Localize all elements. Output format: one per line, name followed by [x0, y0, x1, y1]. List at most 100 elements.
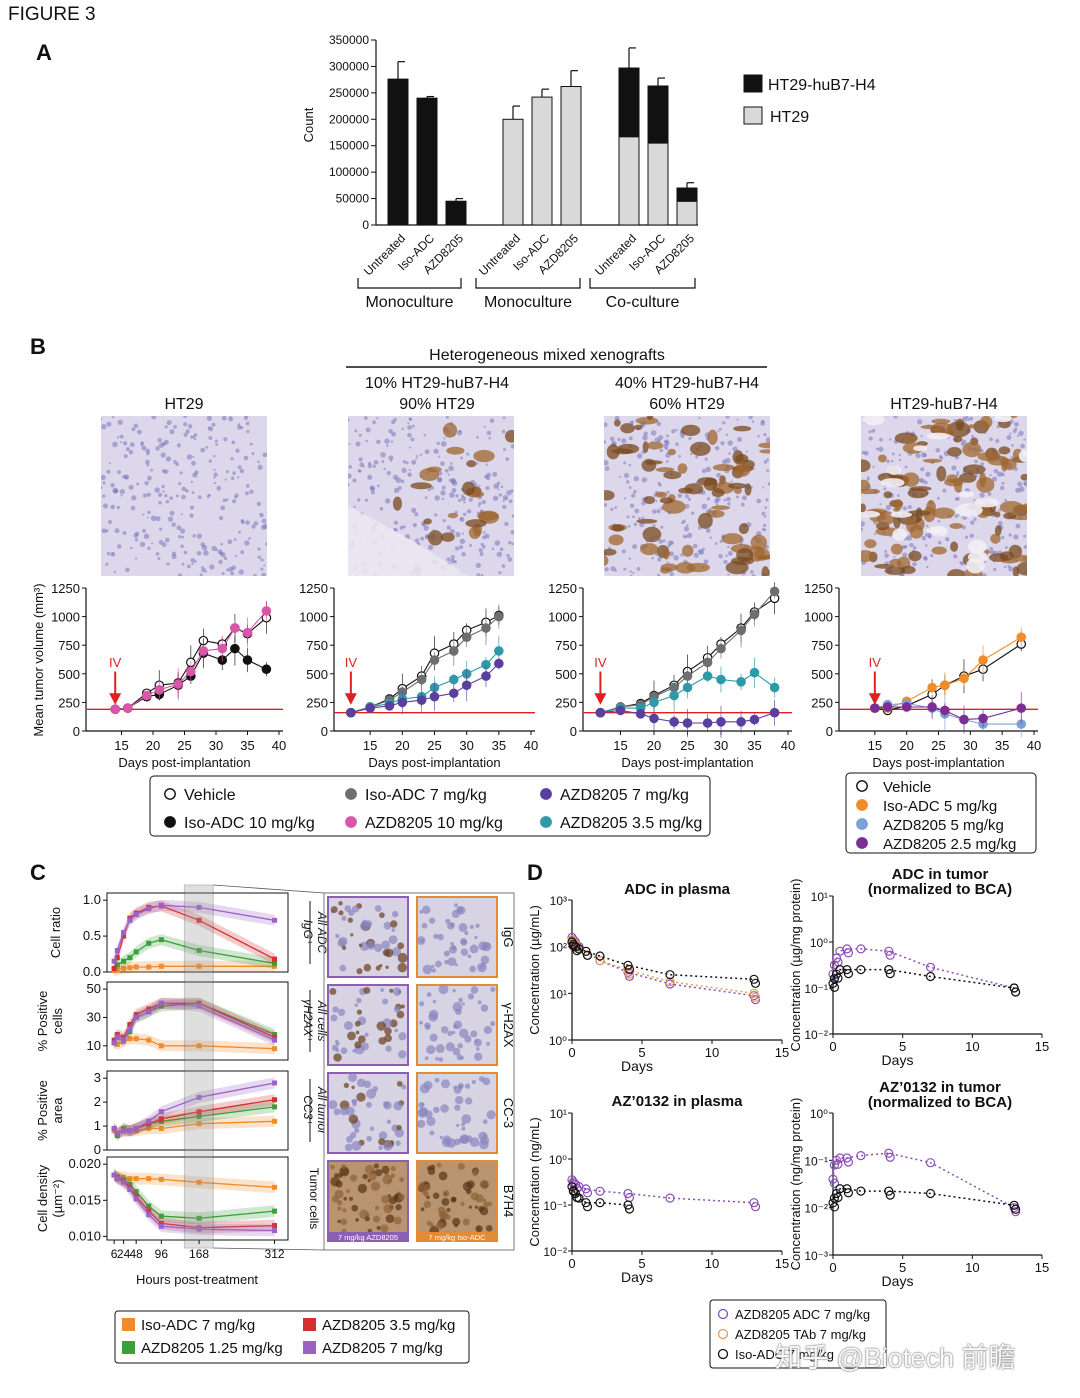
nucleus: [367, 463, 373, 469]
pk-point: [749, 991, 759, 1001]
pk-point: [885, 968, 895, 979]
nucleus: [925, 544, 928, 547]
nucleus: [486, 430, 492, 436]
data-point: [959, 714, 969, 725]
nucleus: [667, 540, 673, 546]
legend-marker: [856, 799, 868, 811]
cell: [454, 903, 458, 908]
nucleus: [208, 493, 211, 497]
stained-region: [636, 518, 658, 524]
stained-region: [999, 551, 1015, 561]
nucleus: [181, 535, 185, 539]
stained-region: [947, 569, 966, 576]
cell: [457, 1042, 463, 1049]
y-tick-label: 100000: [329, 165, 369, 179]
nucleus: [225, 498, 229, 502]
data-point: [111, 958, 117, 964]
nucleus: [511, 542, 514, 546]
column-title: 10% HT29-huB7-H4: [365, 375, 509, 392]
nucleus: [604, 460, 609, 466]
nucleus: [427, 544, 434, 550]
cell: [363, 987, 371, 994]
nucleus: [698, 417, 701, 420]
cell: [366, 940, 376, 950]
nucleus: [145, 459, 150, 465]
data-point: [769, 707, 780, 718]
nucleus: [421, 522, 426, 527]
pk-point: [581, 1184, 591, 1194]
stained-region: [962, 464, 986, 475]
x-axis-title: Days post-implantation: [118, 755, 250, 770]
cell: [476, 1047, 480, 1051]
nucleus: [230, 476, 235, 481]
nucleus: [502, 416, 506, 419]
group-bracket: [589, 278, 696, 289]
data-point: [196, 1000, 202, 1006]
row-y-label: Cell density: [35, 1164, 50, 1232]
nucleus: [125, 447, 130, 452]
caption-strip: [417, 1232, 497, 1242]
cell: [350, 933, 354, 937]
stained-region: [894, 499, 903, 510]
nucleus: [964, 535, 969, 539]
nucleus: [909, 542, 914, 548]
nucleus: [239, 469, 244, 474]
data-point: [927, 682, 937, 693]
cell: [464, 930, 469, 936]
nucleus: [629, 570, 632, 573]
cell: [432, 1192, 440, 1200]
pk-point: [582, 1188, 593, 1198]
data-point: [272, 1118, 278, 1124]
stained-region: [931, 418, 951, 424]
lumen: [955, 503, 983, 517]
pk-point: [595, 1198, 605, 1208]
nucleus: [1003, 565, 1007, 569]
nucleus: [623, 472, 630, 478]
x-tick-label: 0: [829, 1039, 836, 1054]
nucleus: [229, 416, 232, 419]
nucleus: [967, 417, 971, 421]
cell: [436, 1162, 442, 1168]
nucleus: [999, 485, 1005, 491]
nucleus: [405, 461, 409, 465]
nucleus: [961, 439, 967, 445]
cell: [401, 1084, 407, 1090]
x-axis-title: Days: [621, 1058, 653, 1074]
cell: [400, 1004, 405, 1009]
stained-region: [906, 518, 917, 533]
nucleus: [180, 513, 183, 516]
nucleus: [1001, 481, 1005, 485]
cell: [445, 1042, 455, 1052]
cell: [435, 1221, 444, 1230]
stained-region: [861, 503, 867, 512]
cell: [394, 1128, 404, 1138]
nucleus: [955, 496, 960, 501]
column-title: HT29-huB7-H4: [890, 396, 998, 413]
data-point: [429, 691, 440, 702]
nucleus: [614, 416, 620, 421]
nucleus: [185, 429, 190, 434]
cell: [364, 1032, 369, 1037]
nucleus: [176, 525, 182, 531]
growth-curve: [874, 636, 1022, 709]
nucleus: [714, 445, 720, 451]
nucleus: [131, 495, 137, 501]
cell: [475, 923, 480, 928]
nucleus: [134, 557, 138, 560]
nucleus: [219, 516, 224, 521]
cell: [397, 952, 408, 963]
cell: [329, 987, 337, 996]
nucleus: [937, 496, 940, 500]
data-point: [272, 1034, 278, 1040]
lumen: [967, 539, 987, 554]
cell: [372, 1086, 379, 1092]
nucleus: [492, 495, 499, 501]
nucleus: [233, 538, 237, 541]
nucleus: [167, 516, 174, 522]
pk-point: [842, 1184, 852, 1194]
data-point: [158, 963, 164, 969]
data-point: [121, 958, 127, 964]
nucleus: [604, 422, 608, 428]
nucleus: [215, 443, 219, 447]
nucleus: [995, 439, 1000, 444]
